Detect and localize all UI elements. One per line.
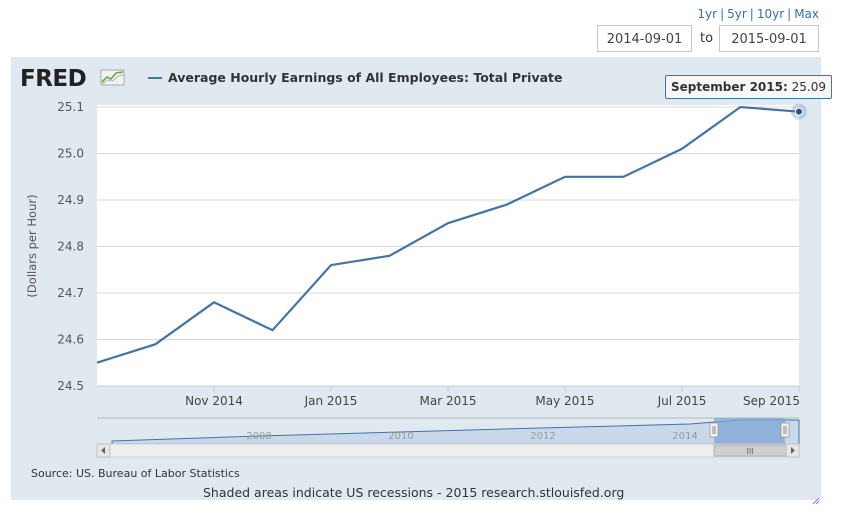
scroll-left-arrow-icon	[101, 447, 105, 454]
footer-note[interactable]: Shaded areas indicate US recessions - 20…	[203, 485, 625, 500]
navigator-year-label: 2012	[530, 431, 555, 442]
start-date-input[interactable]: 2014-09-01	[597, 25, 692, 52]
range-link-5yr[interactable]: 5yr	[727, 7, 747, 21]
y-tick-label: 24.5	[57, 379, 84, 393]
x-tick-label: Mar 2015	[420, 394, 477, 408]
x-tick-label: May 2015	[535, 394, 594, 408]
range-link-max[interactable]: Max	[794, 7, 819, 21]
tooltip: September 2015: 25.09	[665, 75, 832, 99]
tooltip-value: 25.09	[791, 80, 826, 94]
x-tick-label: Sep 2015	[743, 394, 800, 408]
navigator-selection[interactable]	[714, 418, 785, 444]
legend-series-label: Average Hourly Earnings of All Employees…	[168, 70, 563, 85]
range-link-10yr[interactable]: 10yr	[756, 7, 785, 21]
legend-swatch	[148, 76, 162, 79]
y-tick-label: 24.6	[57, 333, 84, 347]
range-link-1yr[interactable]: 1yr	[697, 7, 718, 21]
y-tick-label: 24.7	[57, 286, 84, 300]
fred-logo-graph-icon	[100, 69, 125, 86]
scroll-right-arrow-icon	[791, 447, 795, 454]
plot-area	[97, 105, 799, 386]
tooltip-label: September 2015:	[671, 80, 788, 94]
legend[interactable]: Average Hourly Earnings of All Employees…	[148, 70, 563, 85]
y-axis-label: (Dollars per Hour)	[25, 194, 39, 297]
series-line	[96, 105, 800, 364]
navigator-right-handle[interactable]	[780, 422, 790, 438]
fred-logo[interactable]: FRED	[20, 66, 87, 92]
scroll-grip-icon: III	[746, 447, 753, 456]
navigator-year-label: 2008	[246, 431, 271, 442]
y-tick-label: 25.0	[57, 147, 84, 161]
range-links: 1yr | 5yr | 10yr | Max	[697, 7, 819, 21]
navigator-year-label: 2014	[672, 431, 697, 442]
scrollbar-track[interactable]	[96, 443, 800, 458]
y-tick-label: 24.8	[57, 240, 84, 254]
y-tick-label: 24.9	[57, 193, 84, 207]
resize-handle-icon[interactable]	[812, 497, 820, 505]
data-point[interactable]	[795, 107, 803, 116]
x-tick-label: Nov 2014	[185, 394, 243, 408]
navigator-left-handle[interactable]	[709, 422, 719, 438]
x-tick-label: Jul 2015	[657, 394, 707, 408]
navigator-year-label: 2010	[388, 431, 413, 442]
x-tick-label: Jan 2015	[304, 394, 358, 408]
end-date-input[interactable]: 2015-09-01	[719, 25, 819, 52]
date-to-label: to	[700, 31, 714, 46]
y-tick-label: 25.1	[57, 100, 84, 114]
source-note: Source: US. Bureau of Labor Statistics	[31, 467, 240, 480]
